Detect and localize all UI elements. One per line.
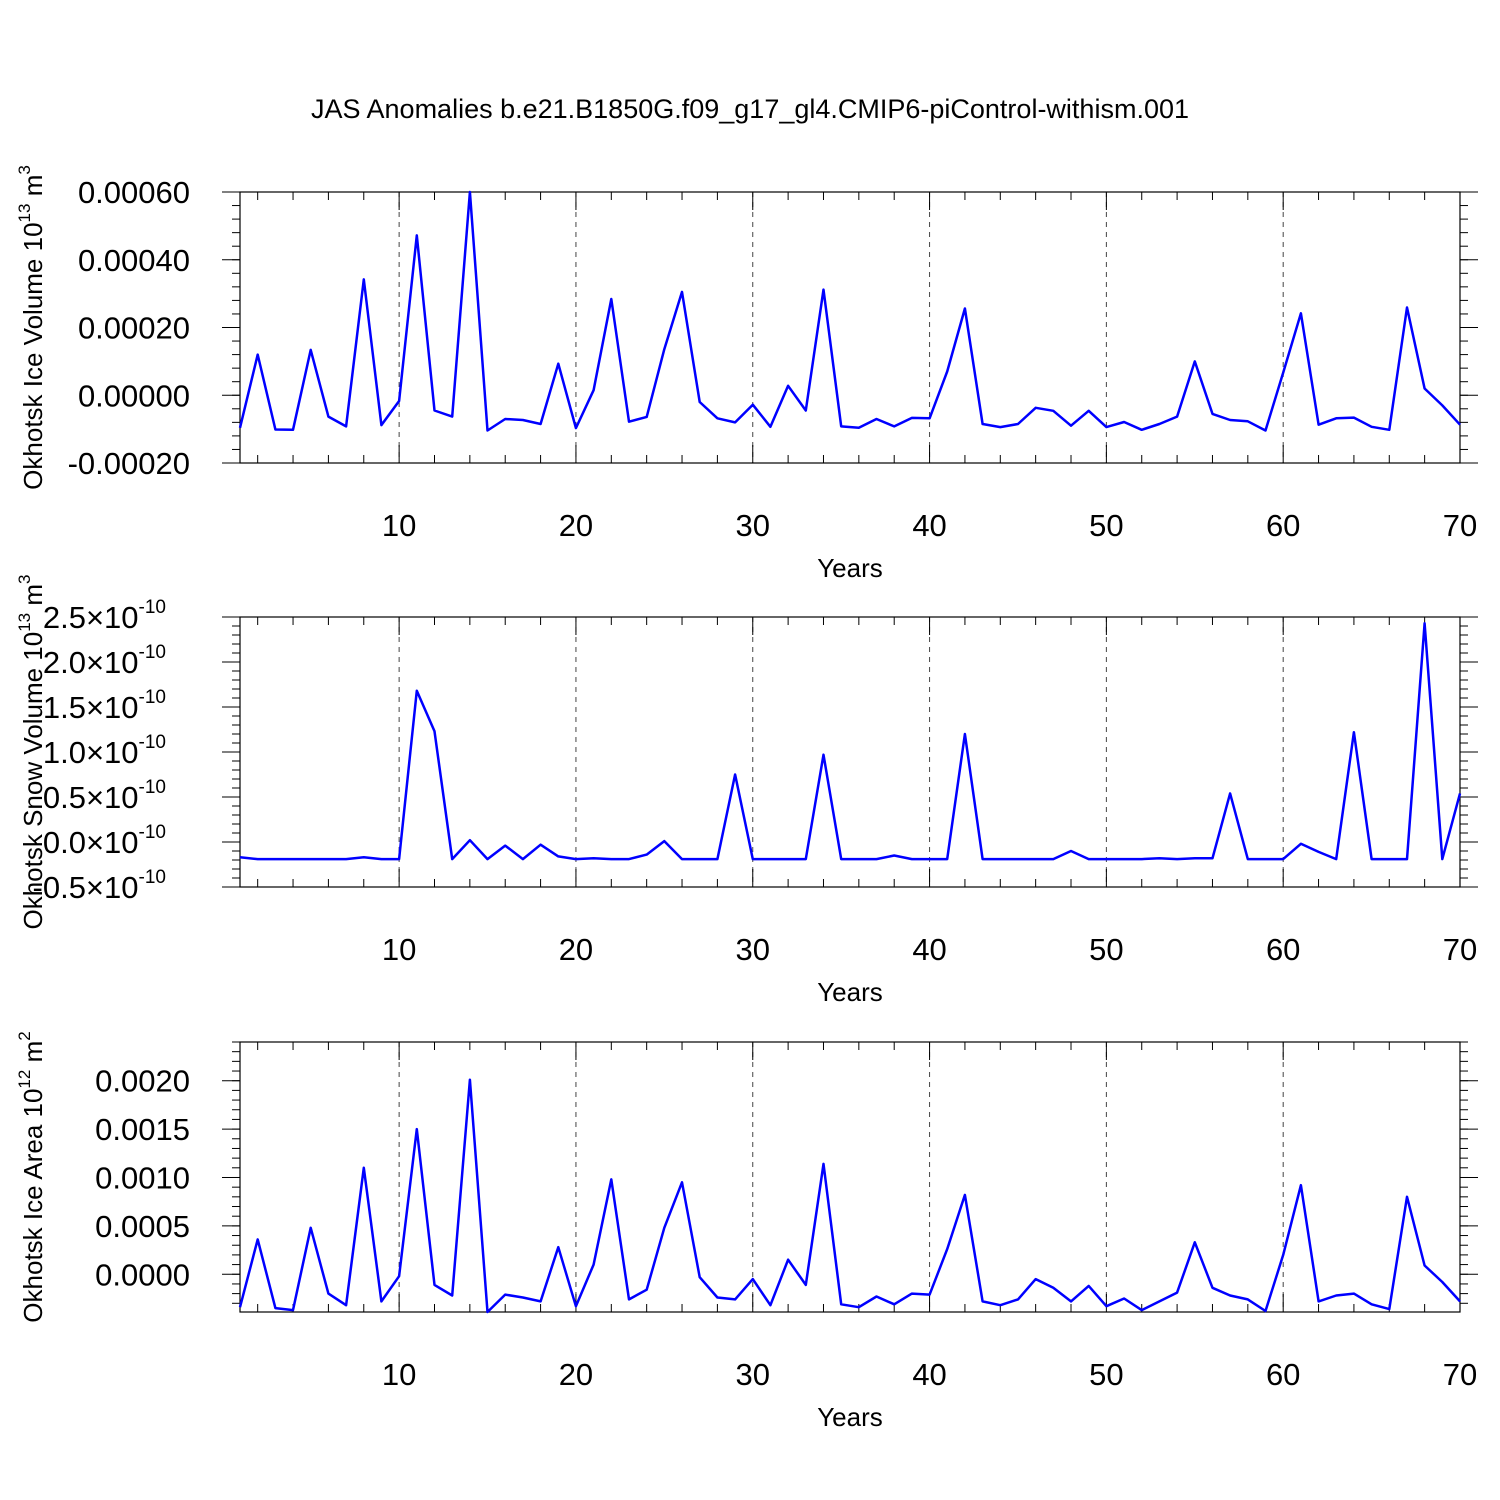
plot-frame — [239, 616, 1461, 888]
y-tick-label: 0.0020 — [95, 1064, 190, 1099]
y-tick-label: 0.0000 — [95, 1257, 190, 1292]
x-tick-label: 30 — [736, 508, 770, 543]
figure-title: JAS Anomalies b.e21.B1850G.f09_g17_gl4.C… — [311, 94, 1189, 124]
x-tick-label: 30 — [736, 932, 770, 967]
chart-panel-2: 10 20 30 40 50 60 70 -0.5×10-10 0.0×10-10 0.5×10-… — [15, 575, 1478, 1007]
y-tick-label: 2.5×10-10 — [43, 597, 166, 635]
data-series-line — [239, 622, 1462, 861]
x-tick-label: 50 — [1089, 932, 1123, 967]
x-tick-label: 60 — [1266, 932, 1300, 967]
y-tick-label: 0.0×10-10 — [43, 822, 166, 860]
y-tick-label: 0.0010 — [95, 1160, 190, 1195]
y-axis-label: Okhotsk Ice Area 1012 m2 — [15, 1031, 48, 1322]
y-tick-label: 2.0×10-10 — [43, 642, 166, 680]
x-tick-label: 50 — [1089, 508, 1123, 543]
x-tick-label: 20 — [559, 508, 593, 543]
x-tick-label: 10 — [382, 1357, 416, 1392]
x-tick-label: 40 — [912, 932, 946, 967]
x-tick-label: 30 — [736, 1357, 770, 1392]
y-axis-label: Okhotsk Snow Volume 1013 m3 — [15, 575, 48, 930]
y-tick-label: 0.5×10-10 — [43, 777, 166, 815]
y-tick-label: 1.5×10-10 — [43, 687, 166, 725]
plot-frame — [239, 1041, 1461, 1313]
x-tick-label: 60 — [1266, 1357, 1300, 1392]
y-tick-label: 0.0005 — [95, 1209, 190, 1244]
x-axis-label: Years — [817, 977, 883, 1007]
y-tick-label: 0.00040 — [78, 243, 190, 278]
x-tick-label: 70 — [1443, 508, 1477, 543]
y-axis-label: Okhotsk Ice Volume 1013 m3 — [15, 165, 48, 490]
chart-panel-1: 10 20 30 40 50 60 70 -0.00020 0.00000 0.00020 0.00… — [15, 165, 1478, 583]
y-tick-label: 0.00020 — [78, 311, 190, 346]
x-tick-label: 20 — [559, 1357, 593, 1392]
x-tick-label: 10 — [382, 932, 416, 967]
x-tick-label: 70 — [1443, 932, 1477, 967]
x-tick-label: 40 — [912, 508, 946, 543]
y-tick-label: 0.00060 — [78, 175, 190, 210]
chart-panel-3: 10 20 30 40 50 60 70 0.0000 0.0005 0.0010 0.0015 0.… — [15, 1031, 1478, 1432]
data-series-line — [238, 190, 1461, 432]
x-tick-label: 10 — [382, 508, 416, 543]
x-tick-label: 60 — [1266, 508, 1300, 543]
x-axis-label: Years — [817, 553, 883, 583]
x-tick-label: 40 — [912, 1357, 946, 1392]
x-tick-label: 20 — [559, 932, 593, 967]
x-tick-label: 50 — [1089, 1357, 1123, 1392]
x-axis-label: Years — [817, 1402, 883, 1432]
y-tick-label: -0.00020 — [68, 446, 190, 481]
plot-frame — [239, 191, 1461, 464]
y-tick-label: -0.5×10-10 — [33, 867, 166, 905]
y-tick-label: 1.0×10-10 — [43, 732, 166, 770]
data-series-line — [238, 1078, 1461, 1314]
y-tick-label: 0.00000 — [78, 378, 190, 413]
y-tick-label: 0.0015 — [95, 1112, 190, 1147]
x-tick-label: 70 — [1443, 1357, 1477, 1392]
